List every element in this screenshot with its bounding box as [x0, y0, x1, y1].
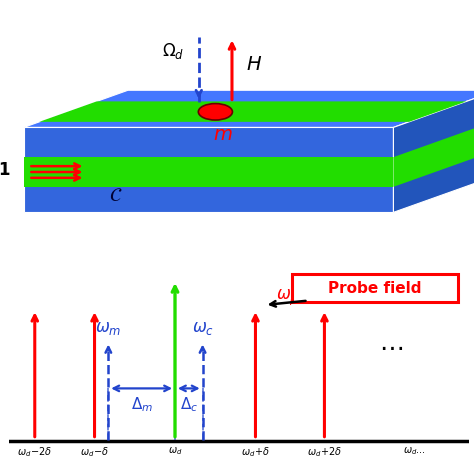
Text: $\omega_p$: $\omega_p$ [276, 288, 299, 308]
Text: $\omega_d\!-\!2\delta$: $\omega_d\!-\!2\delta$ [17, 446, 53, 459]
Text: $\mathcal{C}$: $\mathcal{C}$ [109, 186, 123, 205]
Polygon shape [24, 90, 474, 128]
Text: 1: 1 [0, 161, 9, 179]
Ellipse shape [198, 104, 232, 120]
Text: $\omega_d\!+\!\delta$: $\omega_d\!+\!\delta$ [241, 446, 270, 459]
Polygon shape [393, 120, 474, 187]
Text: $\Delta_c$: $\Delta_c$ [180, 396, 198, 414]
Text: $\Delta_m$: $\Delta_m$ [130, 396, 153, 414]
Text: $\omega_d\!-\!\delta$: $\omega_d\!-\!\delta$ [80, 446, 109, 459]
Polygon shape [24, 128, 393, 212]
FancyBboxPatch shape [292, 274, 458, 302]
Text: $\cdots$: $\cdots$ [379, 336, 403, 359]
Text: $\omega_d$: $\omega_d$ [168, 446, 182, 457]
Text: $\omega_m$: $\omega_m$ [95, 319, 121, 337]
Polygon shape [39, 101, 466, 122]
Polygon shape [393, 90, 474, 212]
Text: $\omega_d\!+\!2\delta$: $\omega_d\!+\!2\delta$ [307, 446, 342, 459]
Text: $H$: $H$ [246, 55, 262, 73]
Polygon shape [24, 157, 393, 187]
Text: $\omega_c$: $\omega_c$ [191, 319, 214, 337]
Text: $\omega_d$...: $\omega_d$... [402, 446, 426, 457]
Text: $\Omega_d$: $\Omega_d$ [162, 41, 184, 61]
Text: $m$: $m$ [213, 127, 232, 145]
Text: Probe field: Probe field [328, 281, 422, 296]
